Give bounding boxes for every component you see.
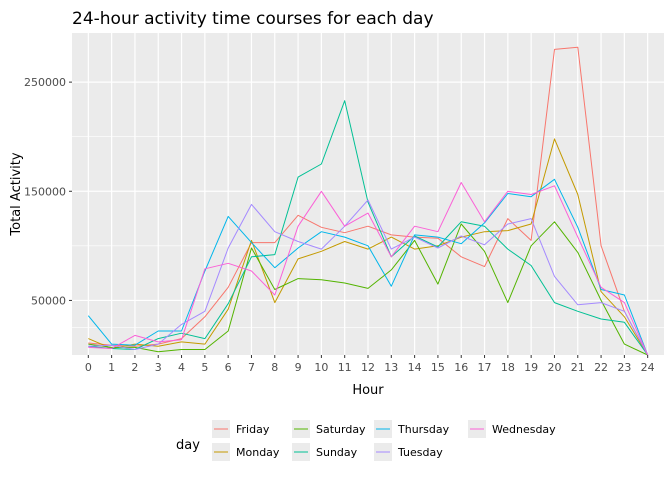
y-axis-label: Total Activity [9,152,24,236]
x-tick-label: 0 [85,361,92,374]
legend-label: Monday [236,446,280,459]
y-tick-label: 50000 [31,294,66,307]
x-axis: 0 1 2 3 4 5 6 7 8 9 10 11 12 13 14 15 16 17 18 19 20 21 22 23 24 [85,355,655,374]
x-tick-label: 16 [454,361,468,374]
legend-label: Thursday [397,423,450,436]
y-tick-label: 250000 [24,76,66,89]
legend-item-thursday: Thursday [374,420,450,438]
legend-label: Friday [236,423,270,436]
x-tick-label: 17 [478,361,492,374]
x-tick-label: 2 [131,361,138,374]
x-tick-label: 3 [155,361,162,374]
x-tick-label: 18 [501,361,515,374]
x-tick-label: 8 [271,361,278,374]
x-tick-label: 15 [431,361,445,374]
series-line-wednesday [88,182,649,356]
x-tick-label: 11 [338,361,352,374]
x-tick-label: 10 [314,361,328,374]
x-tick-label: 23 [617,361,631,374]
legend-item-tuesday: Tuesday [374,443,443,461]
x-tick-label: 19 [524,361,538,374]
legend-label: Saturday [316,423,366,436]
x-tick-label: 1 [108,361,115,374]
x-tick-label: 14 [408,361,422,374]
legend-title: day [176,438,200,453]
y-tick-label: 150000 [24,185,66,198]
series-line-sunday [88,100,649,356]
chart-title: 24-hour activity time courses for each d… [72,9,434,29]
series-line-saturday [88,221,648,356]
x-tick-label: 22 [594,361,608,374]
legend-item-wednesday: Wednesday [468,420,556,438]
x-tick-label: 13 [384,361,398,374]
y-axis: 50000 150000 250000 [24,76,72,307]
series-lines [87,46,649,356]
series-line-tuesday [88,199,649,356]
series-line-monday [88,138,649,356]
series-line-thursday [87,178,649,356]
x-tick-label: 21 [571,361,585,374]
legend-label: Tuesday [397,446,443,459]
x-tick-label: 4 [178,361,185,374]
x-tick-label: 6 [225,361,232,374]
legend-label: Sunday [316,446,358,459]
legend-item-monday: Monday [212,443,280,461]
legend-label: Wednesday [492,423,556,436]
x-tick-label: 12 [361,361,375,374]
x-tick-label: 9 [295,361,302,374]
x-tick-label: 24 [641,361,655,374]
legend-item-saturday: Saturday [292,420,366,438]
legend: day Friday Monday Saturday Sunday Thursday Tu… [176,420,556,461]
legend-item-sunday: Sunday [292,443,358,461]
x-tick-label: 5 [201,361,208,374]
x-tick-label: 20 [547,361,561,374]
x-axis-label: Hour [352,383,384,398]
legend-item-friday: Friday [212,420,270,438]
x-tick-label: 7 [248,361,255,374]
